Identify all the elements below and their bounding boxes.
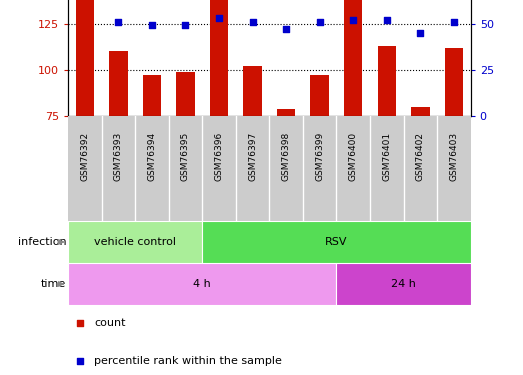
- Bar: [378, 46, 396, 116]
- Text: GSM76395: GSM76395: [181, 132, 190, 181]
- Text: 24 h: 24 h: [391, 279, 416, 289]
- Bar: [176, 72, 195, 116]
- Text: time: time: [41, 279, 66, 289]
- Text: GSM76398: GSM76398: [281, 132, 291, 181]
- Bar: [109, 51, 128, 116]
- Bar: [243, 66, 262, 116]
- Text: GSM76402: GSM76402: [416, 132, 425, 181]
- Bar: [75, 0, 94, 116]
- Bar: [68, 263, 336, 305]
- Point: [76, 320, 84, 326]
- Point: [248, 19, 257, 25]
- Bar: [411, 107, 429, 116]
- Bar: [68, 221, 202, 263]
- Point: [450, 19, 458, 25]
- Bar: [210, 0, 228, 116]
- Text: GSM76397: GSM76397: [248, 132, 257, 181]
- Text: RSV: RSV: [325, 237, 348, 247]
- Text: 4 h: 4 h: [194, 279, 211, 289]
- Text: count: count: [94, 318, 126, 327]
- Text: vehicle control: vehicle control: [94, 237, 176, 247]
- Point: [147, 22, 156, 28]
- Point: [76, 358, 84, 364]
- Point: [114, 19, 122, 25]
- Point: [416, 30, 425, 36]
- Bar: [143, 75, 161, 116]
- Bar: [277, 109, 295, 116]
- Text: percentile rank within the sample: percentile rank within the sample: [94, 356, 282, 366]
- Bar: [445, 48, 463, 116]
- Point: [383, 17, 391, 23]
- Point: [215, 15, 223, 21]
- Text: GSM76400: GSM76400: [349, 132, 358, 181]
- Point: [181, 22, 190, 28]
- Bar: [336, 263, 471, 305]
- Point: [349, 17, 357, 23]
- Text: GSM76399: GSM76399: [315, 132, 324, 181]
- Text: GSM76401: GSM76401: [382, 132, 391, 181]
- Bar: [311, 75, 329, 116]
- Text: GSM76392: GSM76392: [80, 132, 89, 181]
- Text: GSM76403: GSM76403: [449, 132, 459, 181]
- Point: [282, 26, 290, 32]
- Text: GSM76394: GSM76394: [147, 132, 156, 181]
- Point: [315, 19, 324, 25]
- Bar: [344, 0, 362, 116]
- Bar: [202, 221, 471, 263]
- Text: infection: infection: [18, 237, 66, 247]
- Text: GSM76396: GSM76396: [214, 132, 223, 181]
- Text: GSM76393: GSM76393: [114, 132, 123, 181]
